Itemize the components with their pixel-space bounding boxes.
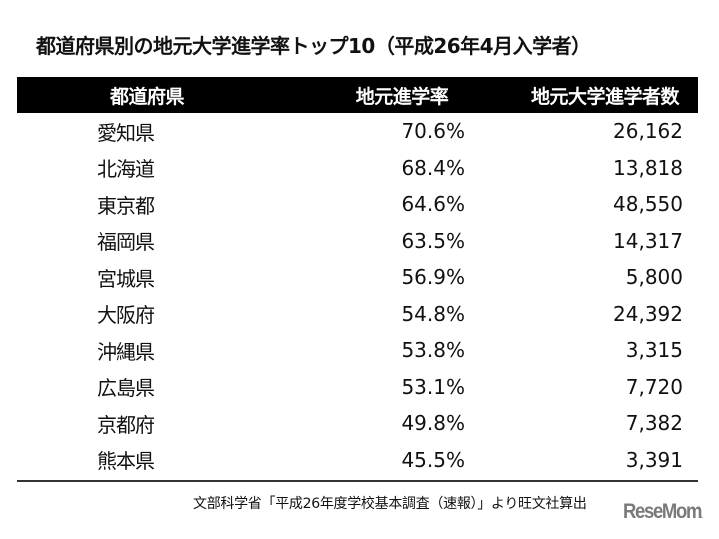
cell-prefecture: 沖縄県 (97, 339, 155, 364)
resemom-logo: ReseMom. (623, 500, 703, 524)
cell-prefecture: 北海道 (97, 157, 155, 182)
cell-prefecture: 大阪府 (97, 303, 155, 328)
cell-rate: 49.8% (401, 411, 465, 436)
ranking-table: 都道府県 地元進学率 地元大学進学者数 愛知県 70.6% 26,162 北海道… (17, 77, 698, 482)
logo-dot: . (701, 511, 703, 520)
cell-count: 3,391 (625, 447, 683, 472)
table-row: 東京都 64.6% 48,550 (17, 186, 698, 223)
cell-count: 7,382 (625, 411, 683, 436)
cell-rate: 45.5% (401, 447, 465, 472)
cell-count: 14,317 (613, 228, 683, 253)
cell-prefecture: 広島県 (97, 376, 155, 401)
header-prefecture: 都道府県 (109, 85, 185, 108)
cell-rate: 56.9% (401, 265, 465, 290)
cell-prefecture: 京都府 (97, 412, 155, 437)
table-body: 愛知県 70.6% 26,162 北海道 68.4% 13,818 東京都 64… (17, 113, 698, 482)
table-row: 愛知県 70.6% 26,162 (17, 113, 698, 150)
cell-rate: 53.8% (401, 338, 465, 363)
cell-prefecture: 熊本県 (97, 449, 155, 474)
cell-count: 3,315 (625, 338, 683, 363)
table-row: 北海道 68.4% 13,818 (17, 150, 698, 187)
source-note: 文部科学省「平成26年度学校基本調査（速報）」より旺文社算出 (193, 496, 587, 512)
table-row: 広島県 53.1% 7,720 (17, 369, 698, 406)
cell-rate: 68.4% (401, 155, 465, 180)
cell-prefecture: 福岡県 (97, 230, 155, 255)
table-row: 宮城県 56.9% 5,800 (17, 259, 698, 296)
cell-rate: 64.6% (401, 192, 465, 217)
cell-prefecture: 愛知県 (97, 120, 155, 145)
table-row: 大阪府 54.8% 24,392 (17, 296, 698, 333)
page-title: 都道府県別の地元大学進学率トップ10（平成26年4月入学者） (36, 34, 591, 58)
cell-count: 7,720 (625, 374, 683, 399)
cell-rate: 70.6% (401, 119, 465, 144)
cell-prefecture: 東京都 (97, 193, 155, 218)
cell-count: 24,392 (613, 301, 683, 326)
header-local-rate: 地元進学率 (355, 85, 449, 108)
cell-count: 5,800 (625, 265, 683, 290)
cell-count: 48,550 (613, 192, 683, 217)
header-local-count: 地元大学進学者数 (530, 85, 680, 108)
table-row: 京都府 49.8% 7,382 (17, 405, 698, 442)
cell-rate: 53.1% (401, 374, 465, 399)
table-header: 都道府県 地元進学率 地元大学進学者数 (17, 77, 698, 113)
logo-text: ReseMom (623, 500, 702, 523)
table-row: 沖縄県 53.8% 3,315 (17, 332, 698, 369)
table-row: 福岡県 63.5% 14,317 (17, 223, 698, 260)
cell-rate: 63.5% (401, 228, 465, 253)
table-row: 熊本県 45.5% 3,391 (17, 442, 698, 479)
cell-prefecture: 宮城県 (97, 266, 155, 291)
cell-rate: 54.8% (401, 301, 465, 326)
cell-count: 13,818 (613, 155, 683, 180)
cell-count: 26,162 (613, 119, 683, 144)
